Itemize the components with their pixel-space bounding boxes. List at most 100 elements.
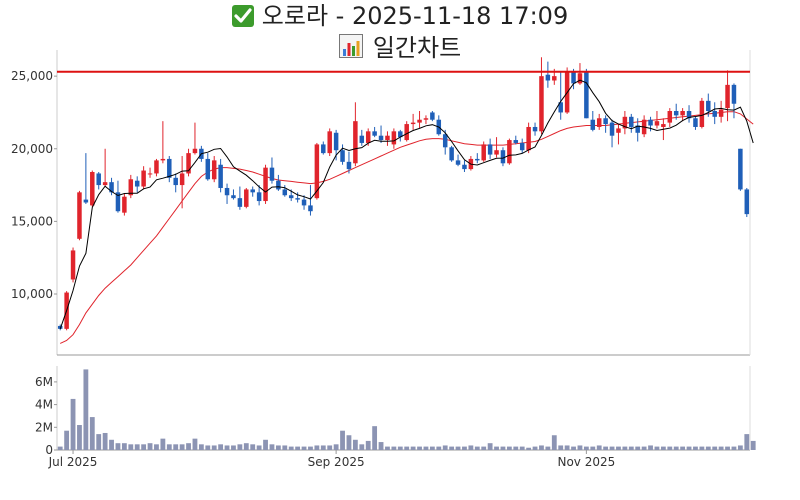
volume-bar xyxy=(275,445,281,450)
candle-body xyxy=(571,71,576,84)
volume-bar xyxy=(352,439,358,450)
candle-body xyxy=(635,125,640,133)
candle-body xyxy=(455,160,461,165)
volume-bar xyxy=(673,446,679,450)
candle-body xyxy=(629,116,634,127)
volume-bar xyxy=(583,446,589,450)
candle-body xyxy=(500,150,506,164)
volume-bar xyxy=(263,439,268,450)
volume-bar xyxy=(378,442,384,450)
volume-bar xyxy=(224,445,230,450)
volume-bar xyxy=(750,440,756,450)
volume-bar xyxy=(96,434,102,450)
candle-body xyxy=(295,198,300,200)
candle-body xyxy=(622,116,628,129)
candle-body xyxy=(398,131,403,138)
volume-bar xyxy=(385,446,390,450)
volume-bar xyxy=(622,446,628,450)
volume-bar xyxy=(128,444,134,450)
candle-body xyxy=(109,182,114,193)
volume-bar xyxy=(231,445,236,450)
candle-body xyxy=(661,124,666,127)
candle-body xyxy=(603,118,608,125)
candle-body xyxy=(276,180,281,190)
volume-bar xyxy=(616,446,621,450)
volume-bar xyxy=(70,398,76,450)
x-tick-label: Nov 2025 xyxy=(557,455,615,469)
candle-body xyxy=(115,192,121,212)
volume-bar xyxy=(186,443,191,450)
volume-bar xyxy=(359,444,365,450)
volume-bar xyxy=(603,446,609,450)
candle-body xyxy=(333,132,339,151)
volume-bar xyxy=(218,444,224,450)
candle-body xyxy=(686,111,692,119)
candle-body xyxy=(288,195,294,199)
candle-body xyxy=(327,131,332,154)
volume-bar xyxy=(346,435,352,450)
price-y-tick-label: 20,000 xyxy=(11,142,53,156)
volume-bar xyxy=(660,446,666,450)
volume-bar xyxy=(506,446,512,450)
volume-bar xyxy=(314,445,320,450)
candle-body xyxy=(90,172,95,206)
candle-body xyxy=(154,160,159,174)
candle-body xyxy=(205,158,211,180)
volume-bar xyxy=(635,446,641,450)
candle-body xyxy=(160,158,166,161)
candle-body xyxy=(616,128,621,133)
candle-body xyxy=(648,119,653,126)
volume-bar xyxy=(295,446,301,450)
volume-bar xyxy=(372,426,378,450)
candle-body xyxy=(744,189,750,215)
candle-body xyxy=(532,126,538,132)
check-icon xyxy=(231,5,254,27)
candle-body xyxy=(224,187,230,196)
volume-bar xyxy=(166,444,172,450)
volume-bar xyxy=(282,445,288,450)
volume-bar xyxy=(141,444,147,450)
volume-bar xyxy=(545,446,551,450)
candle-body xyxy=(186,153,191,174)
volume-bar xyxy=(487,443,493,450)
candle-body xyxy=(584,71,589,119)
candle-body xyxy=(475,158,480,161)
subtitle-text: 일간차트 xyxy=(372,34,462,62)
candle-body xyxy=(83,199,89,203)
candle-body xyxy=(596,118,602,127)
candle-body xyxy=(442,134,448,148)
volume-bar xyxy=(513,446,519,450)
title-text: 오로라 - 2025-11-18 17:09 xyxy=(261,2,569,30)
volume-bar xyxy=(308,446,313,450)
volume-bar xyxy=(423,446,429,450)
candle-body xyxy=(680,111,685,116)
volume-bar xyxy=(160,438,166,450)
volume-bar xyxy=(154,444,159,450)
volume-bar xyxy=(648,445,653,450)
volume-bar xyxy=(571,446,576,450)
volume-y-tick-label: 4M xyxy=(35,398,53,412)
candle-body xyxy=(731,84,737,104)
candle-body xyxy=(77,192,82,239)
candle-body xyxy=(699,100,705,127)
volume-y-tick-label: 6M xyxy=(35,375,53,389)
candle-body xyxy=(70,250,76,280)
volume-bar xyxy=(173,444,179,450)
x-tick-label: Sep 2025 xyxy=(308,455,365,469)
volume-bar xyxy=(744,434,750,450)
candle-body xyxy=(558,102,563,113)
candle-body xyxy=(263,167,268,202)
candle-body xyxy=(513,140,519,143)
volume-bar xyxy=(102,432,108,450)
candle-body xyxy=(706,100,711,111)
candle-body xyxy=(321,144,326,154)
volume-bar xyxy=(391,446,397,450)
volume-bar xyxy=(429,446,435,450)
price-panel: 10,000 15,000 20,000 25,000 xyxy=(11,50,754,356)
candle-body xyxy=(609,122,615,136)
x-tick-label: Jul 2025 xyxy=(48,455,98,469)
candle-body xyxy=(147,173,153,175)
candle-body xyxy=(481,144,486,161)
candle-body xyxy=(102,182,108,186)
candle-body xyxy=(179,173,185,186)
